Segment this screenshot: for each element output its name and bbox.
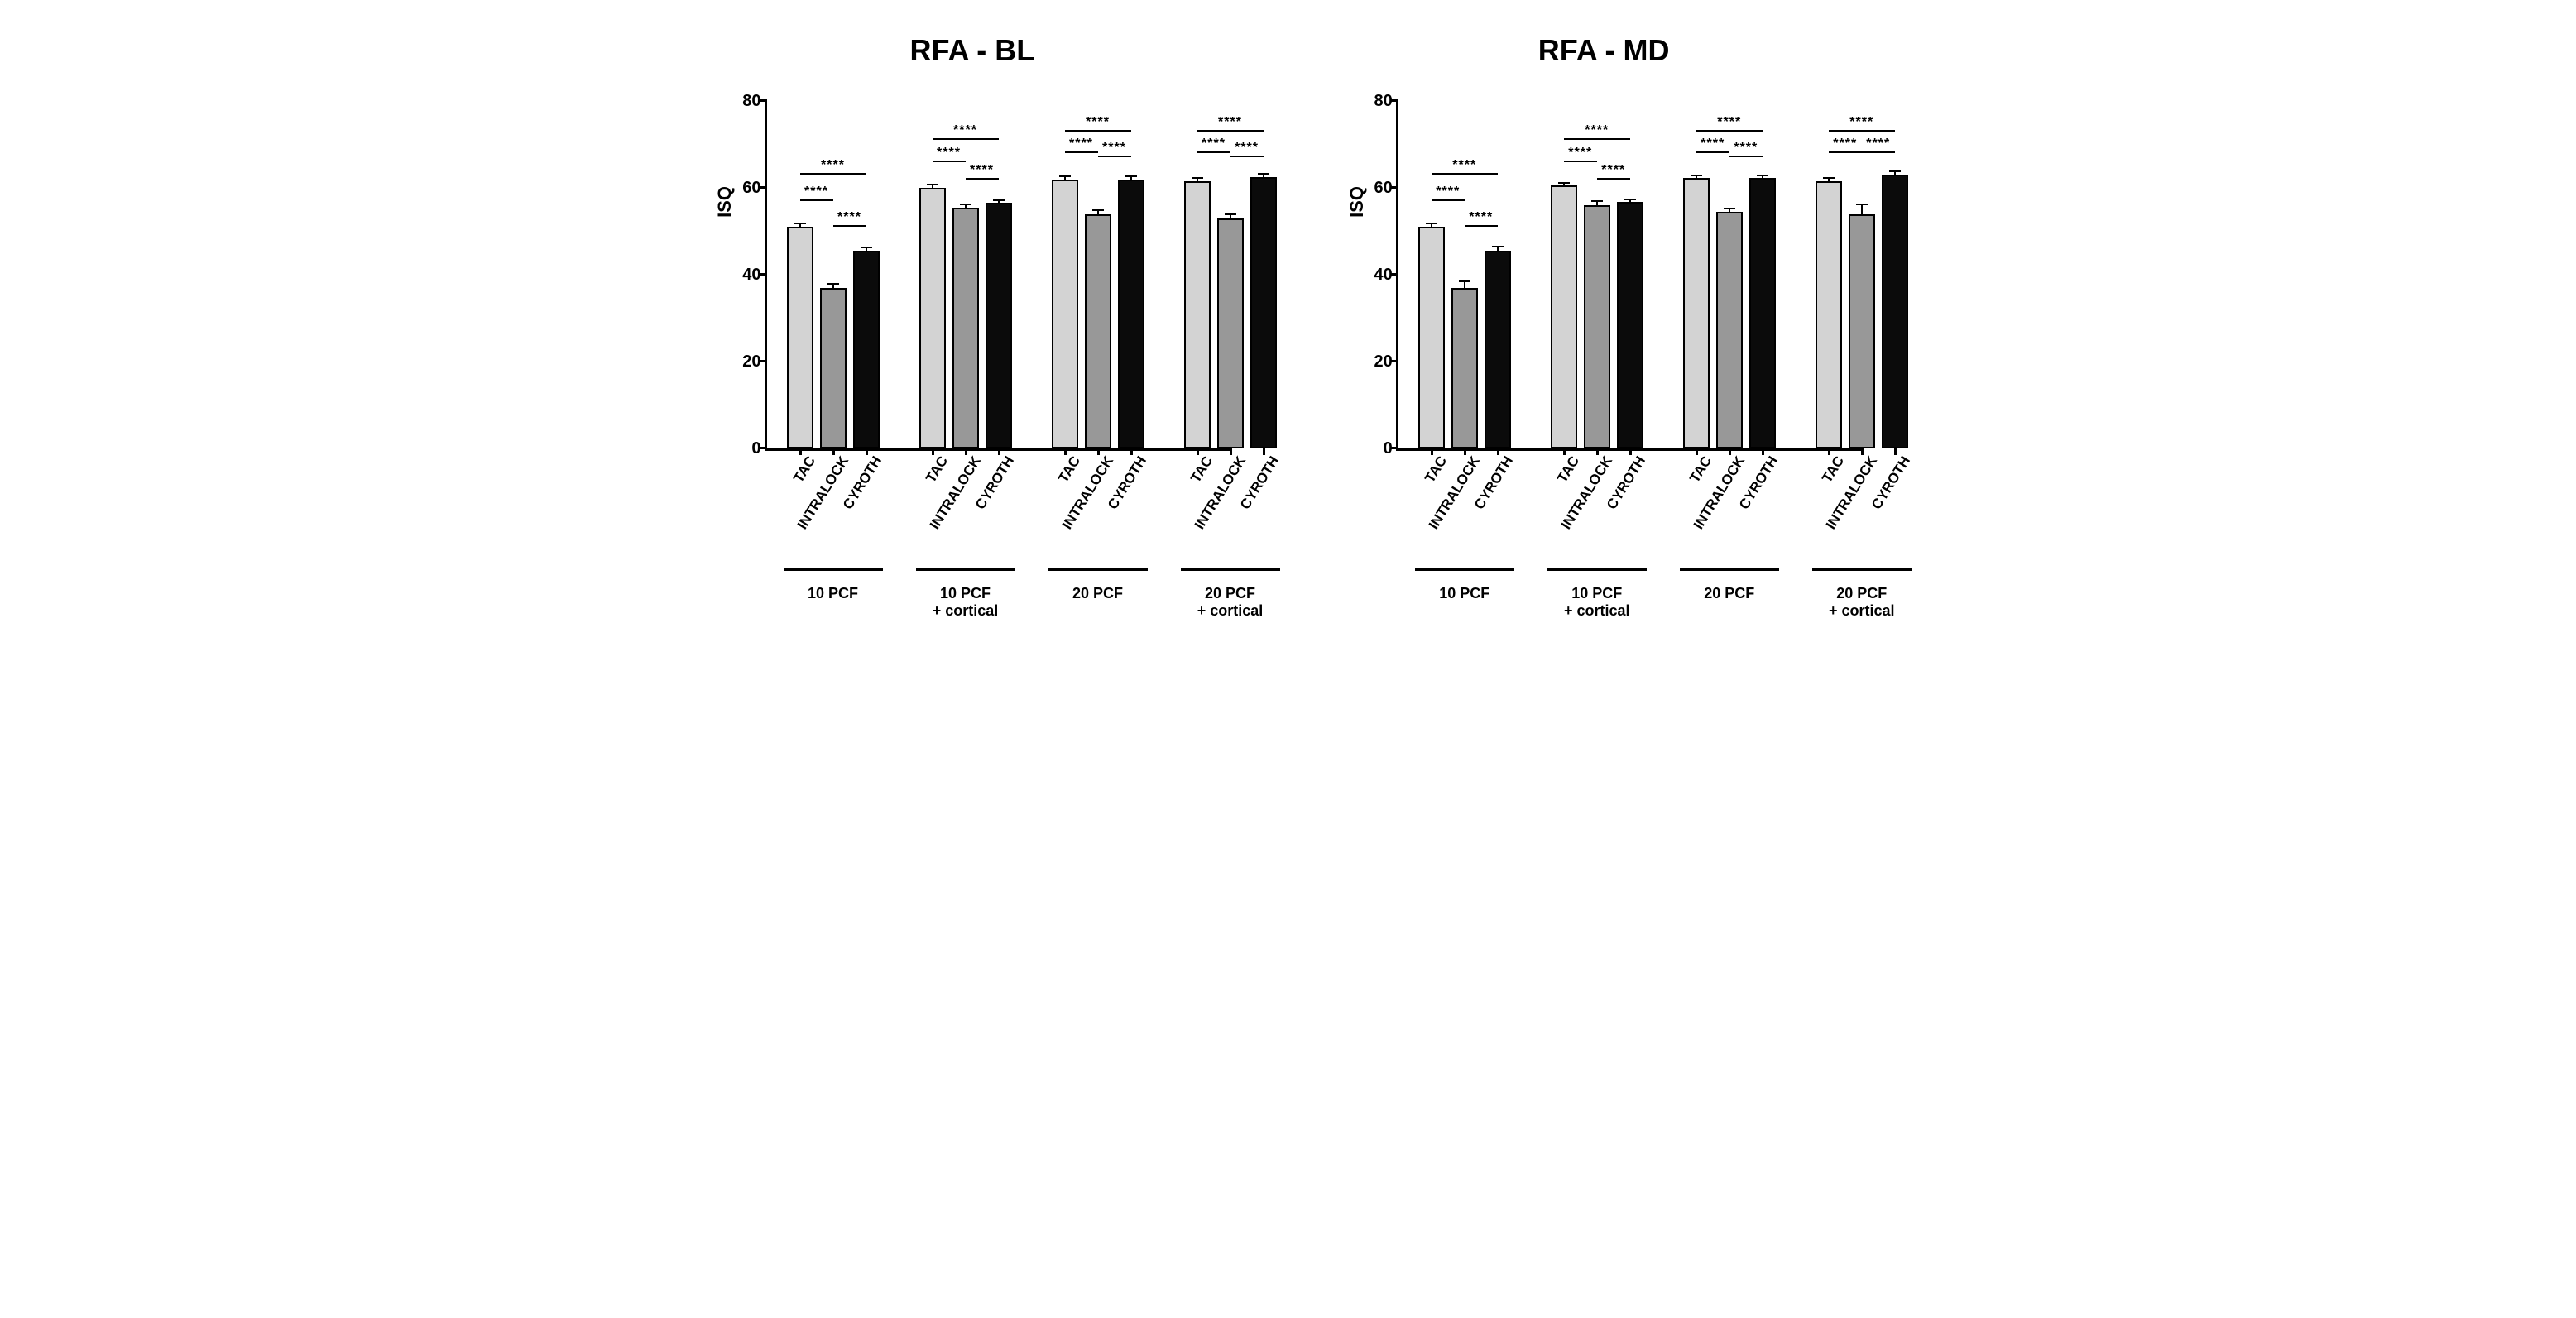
significance-label: **** bbox=[1206, 115, 1255, 130]
bar bbox=[1485, 251, 1511, 448]
bar bbox=[1250, 177, 1277, 448]
panel-title: RFA - BL bbox=[910, 33, 1035, 68]
bar bbox=[1184, 181, 1211, 448]
bar bbox=[1551, 185, 1577, 448]
significance-label: **** bbox=[825, 210, 875, 225]
significance-label: **** bbox=[1440, 158, 1489, 173]
plot-area: TACINTRALOCKCYROTH************10 PCFTACI… bbox=[765, 101, 1230, 451]
significance-label: **** bbox=[1073, 115, 1123, 130]
x-tick-label: TAC bbox=[1187, 453, 1216, 486]
bar bbox=[820, 288, 847, 448]
x-tick-label: TAC bbox=[923, 453, 952, 486]
bar bbox=[1617, 202, 1643, 448]
bar bbox=[919, 188, 946, 448]
bar bbox=[853, 251, 880, 448]
group-label: 20 PCF + cortical bbox=[1812, 585, 1912, 619]
bar bbox=[1451, 288, 1478, 448]
significance-label: **** bbox=[1556, 146, 1605, 161]
bar bbox=[1418, 227, 1445, 448]
bar bbox=[1716, 212, 1743, 448]
significance-label: **** bbox=[1423, 185, 1473, 199]
bar bbox=[1584, 205, 1610, 448]
significance-label: **** bbox=[924, 146, 974, 161]
significance-label: **** bbox=[1705, 115, 1754, 130]
y-axis-label: ISQ bbox=[714, 186, 736, 218]
x-tick-label: TAC bbox=[790, 453, 819, 486]
group-label: 10 PCF + cortical bbox=[916, 585, 1015, 619]
x-tick-label: TAC bbox=[1055, 453, 1084, 486]
group-label: 20 PCF bbox=[1680, 585, 1779, 602]
group-label: 10 PCF bbox=[784, 585, 883, 602]
significance-label: **** bbox=[1854, 137, 1903, 151]
group-label: 20 PCF + cortical bbox=[1181, 585, 1280, 619]
significance-label: **** bbox=[1456, 210, 1506, 225]
y-axis-label: ISQ bbox=[1346, 186, 1368, 218]
significance-label: **** bbox=[957, 163, 1007, 178]
significance-label: **** bbox=[941, 123, 991, 138]
x-tick-label: TAC bbox=[1554, 453, 1583, 486]
bar bbox=[952, 208, 979, 448]
plot-area: TACINTRALOCKCYROTH************10 PCFTACI… bbox=[1396, 101, 1862, 451]
group-label: 10 PCF + cortical bbox=[1547, 585, 1647, 619]
group-label: 20 PCF bbox=[1048, 585, 1148, 602]
bar bbox=[1882, 175, 1908, 448]
significance-label: **** bbox=[1222, 141, 1272, 156]
bar bbox=[1085, 214, 1111, 449]
bar bbox=[1683, 178, 1710, 448]
bar bbox=[986, 203, 1012, 448]
significance-label: **** bbox=[808, 158, 858, 173]
x-tick-label: TAC bbox=[1819, 453, 1848, 486]
panel-title: RFA - MD bbox=[1538, 33, 1670, 68]
significance-label: **** bbox=[1721, 141, 1771, 156]
group-label: 10 PCF bbox=[1415, 585, 1514, 602]
bar bbox=[1816, 181, 1842, 448]
significance-label: **** bbox=[1090, 141, 1139, 156]
x-tick-label: TAC bbox=[1686, 453, 1715, 486]
x-tick-label: TAC bbox=[1422, 453, 1451, 486]
bar bbox=[787, 227, 813, 448]
significance-label: **** bbox=[1589, 163, 1638, 178]
bar bbox=[1052, 180, 1078, 449]
bar bbox=[1217, 218, 1244, 448]
bar bbox=[1849, 214, 1875, 449]
significance-label: **** bbox=[1837, 115, 1887, 130]
bar bbox=[1118, 180, 1144, 449]
significance-label: **** bbox=[792, 185, 842, 199]
significance-label: **** bbox=[1572, 123, 1622, 138]
bar bbox=[1749, 178, 1776, 448]
